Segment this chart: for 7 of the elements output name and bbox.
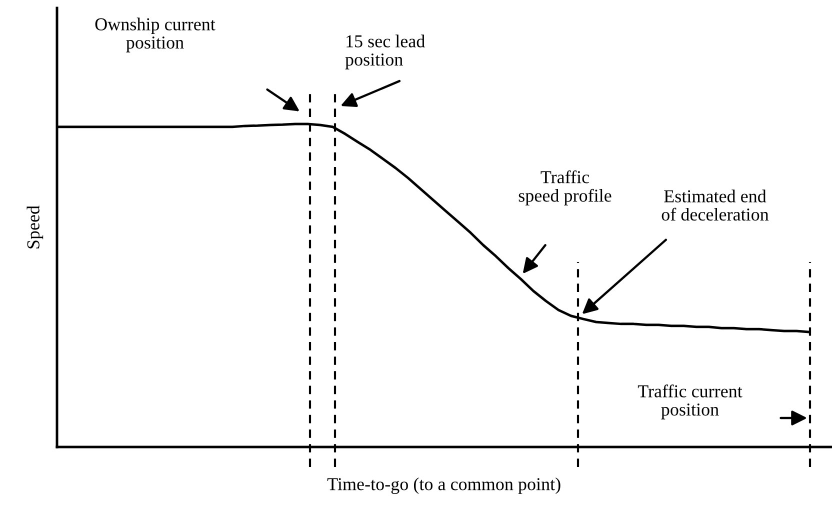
y-axis-title: Speed bbox=[26, 206, 44, 248]
x-axis-title: Time-to-go (to a common point) bbox=[327, 478, 560, 494]
text: 15 sec lead position bbox=[345, 34, 425, 70]
text: Ownship current position bbox=[95, 18, 216, 52]
annotation: Traffic current position bbox=[638, 384, 742, 420]
annotation: Traffic speed profile bbox=[518, 170, 612, 206]
annotation: Estimated end of deceleration bbox=[662, 190, 769, 221]
